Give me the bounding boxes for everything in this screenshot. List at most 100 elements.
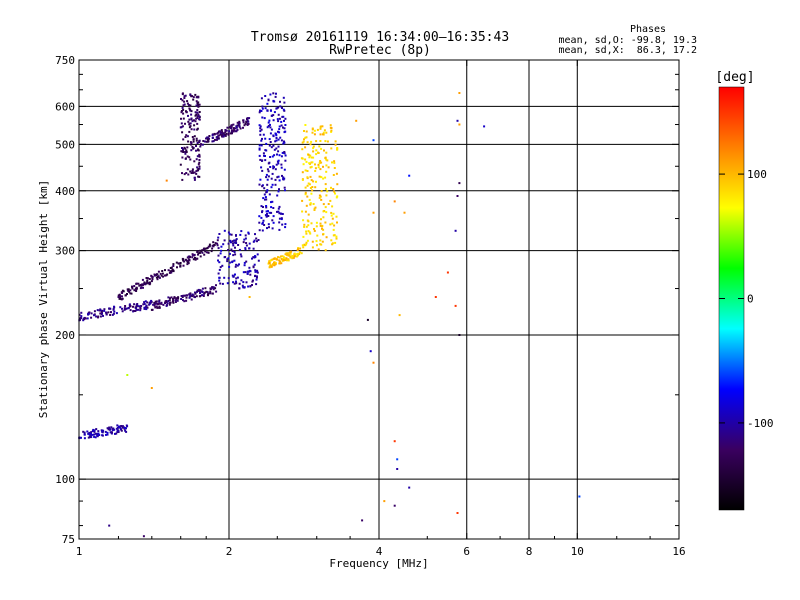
data-point [220,249,223,252]
data-point [219,132,222,134]
data-point [232,254,235,257]
data-point [133,303,136,306]
data-point [265,142,268,145]
data-point [130,292,133,295]
data-point [317,151,319,154]
data-point [396,468,399,470]
data-point [311,240,314,243]
data-point [145,304,148,307]
data-point [193,178,196,181]
data-point [192,258,195,261]
data-point [221,130,224,133]
data-point [96,434,99,437]
data-point [107,428,110,431]
data-point [192,147,195,150]
data-point [299,251,301,254]
data-point [150,387,153,389]
data-point [578,495,581,498]
data-point [320,147,323,150]
data-point [145,282,148,285]
data-point [277,190,280,193]
data-point [269,123,271,126]
data-point [207,292,210,295]
data-point [184,122,186,125]
data-point [277,175,280,178]
data-point [186,155,189,158]
data-point [236,276,239,279]
data-point [454,229,457,232]
data-point [91,430,94,432]
data-point [280,217,283,220]
data-point [111,431,113,434]
data-point [180,117,182,120]
data-point [318,145,321,148]
data-point [162,303,165,306]
data-point [181,92,184,95]
data-point [458,92,461,94]
data-point [264,196,267,199]
data-point [255,237,258,240]
data-point [187,120,190,123]
data-point [235,238,238,241]
data-point [183,300,186,303]
data-point [301,178,304,181]
data-point [238,248,241,251]
data-point [330,214,333,217]
data-point [332,234,335,237]
data-point [153,273,156,276]
data-point [170,296,173,299]
data-point [99,315,102,318]
data-point [273,257,276,260]
data-point [268,260,271,263]
data-point [214,242,217,245]
data-point [236,264,239,267]
data-point [278,217,281,220]
data-point [241,284,244,287]
data-point [188,130,191,133]
data-point [315,180,317,183]
data-point [165,274,168,277]
data-point [245,260,248,263]
data-point [217,254,220,257]
x-tick-label: 16 [672,545,685,558]
data-point [199,292,201,294]
data-point [305,225,308,228]
data-point [185,296,188,299]
data-point [231,129,233,132]
data-point [284,154,287,157]
data-point [194,120,197,123]
data-point [80,311,83,314]
data-point [217,137,220,140]
data-point [247,123,250,125]
data-point [283,257,286,260]
data-point [158,306,161,309]
data-point [322,165,324,168]
data-point [191,168,194,171]
data-point [196,95,199,98]
y-tick-label: 100 [55,473,75,486]
data-point [264,214,267,217]
data-point [215,290,218,293]
data-point [277,207,280,210]
data-point [269,141,272,143]
data-point [164,302,166,305]
data-point [218,261,221,264]
data-point [454,304,457,307]
data-point [140,305,143,307]
data-point [228,252,231,255]
data-point [154,302,157,305]
data-point [128,303,131,306]
data-point [325,151,328,154]
data-point [90,312,93,315]
colorbar: [deg] -100 0 100 [715,70,774,511]
data-point [329,223,332,226]
data-point [195,145,197,147]
data-point [191,253,194,256]
data-point [332,212,335,215]
data-point [312,203,315,205]
data-point [189,143,192,146]
data-point [283,151,286,153]
data-point [127,288,130,291]
data-point [282,96,285,99]
